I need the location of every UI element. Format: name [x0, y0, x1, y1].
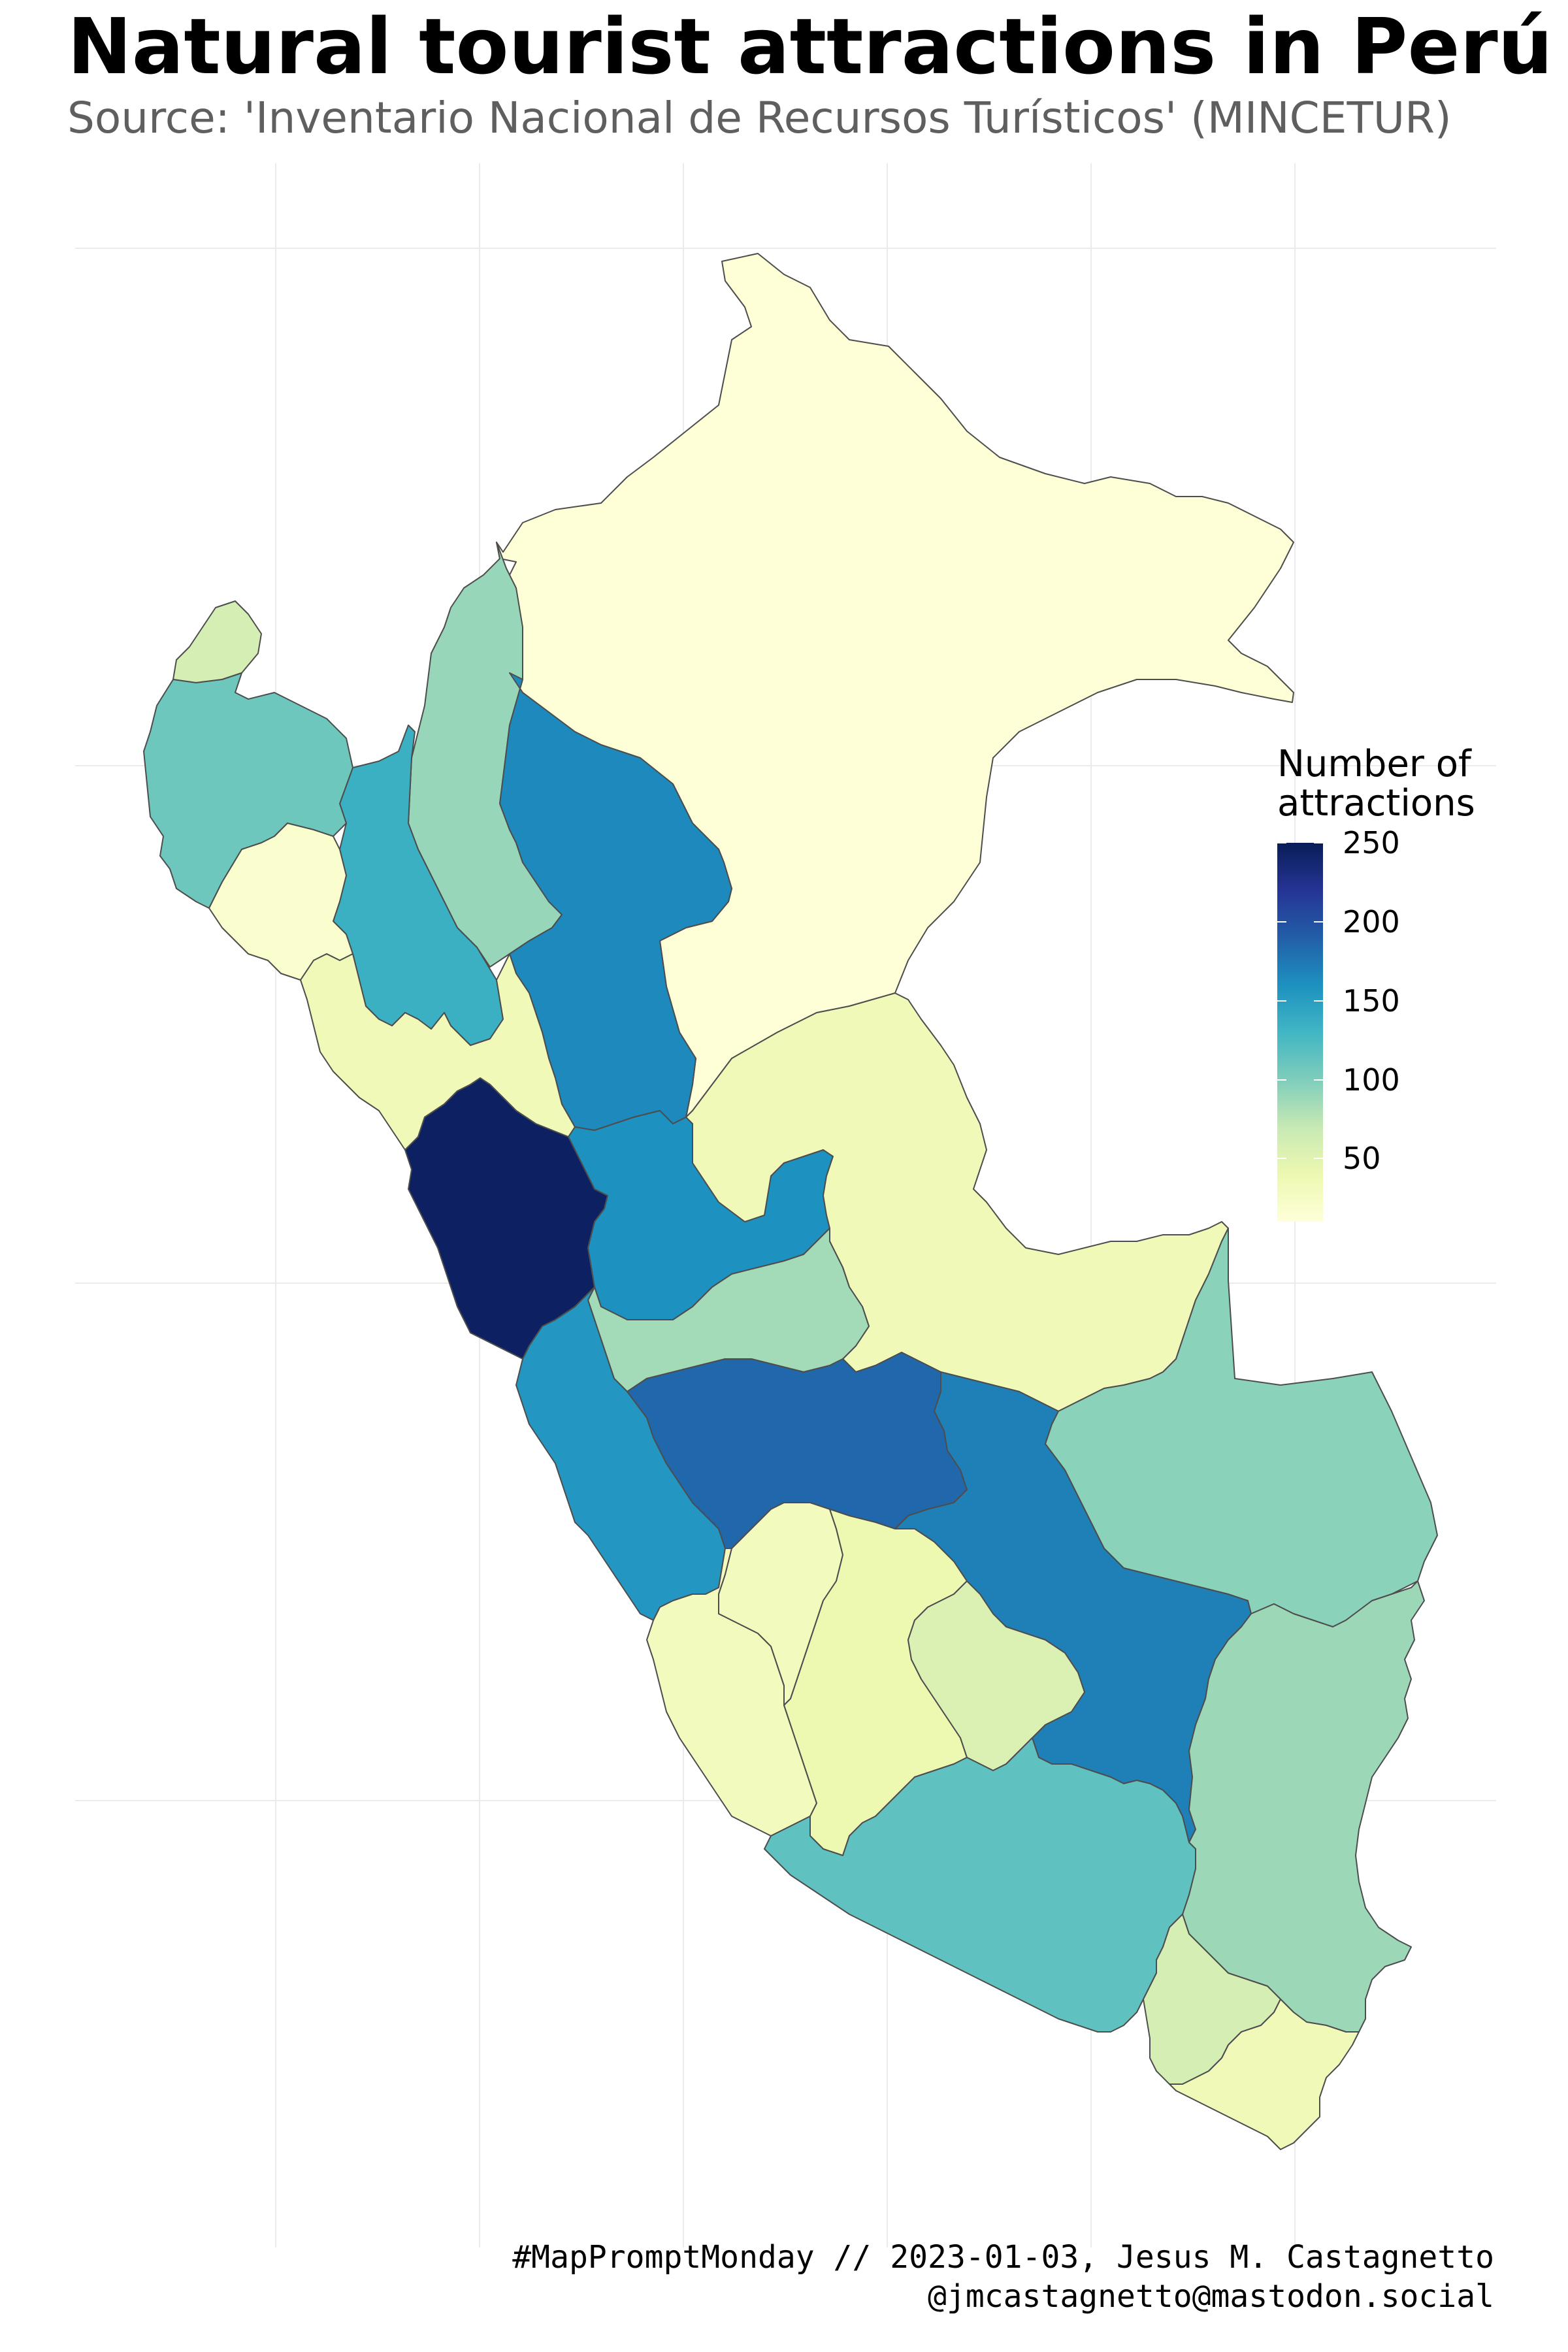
legend-tick-mark — [1314, 921, 1323, 923]
caption-line2: @jmcastagnetto@mastodon.social — [928, 2278, 1494, 2315]
regions — [143, 253, 1438, 2150]
map-title: Natural tourist attractions in Perú — [67, 1, 1553, 91]
legend-tick-mark — [1314, 1000, 1323, 1002]
legend-tick-mark — [1314, 1079, 1323, 1081]
legend-title-line2: attractions — [1277, 782, 1475, 825]
region-lambayeque[interactable] — [208, 823, 353, 981]
legend-tick-mark — [1277, 1000, 1286, 1002]
legend-tick-label: 200 — [1343, 904, 1400, 939]
legend-colorbar — [1277, 843, 1323, 1222]
region-tumbes[interactable] — [172, 600, 262, 683]
region-madre-de-dios[interactable] — [1045, 1228, 1438, 1627]
legend-tick-label: 150 — [1343, 983, 1400, 1019]
legend-tick-label: 250 — [1343, 825, 1400, 860]
caption-line1: #MapPromptMonday // 2023-01-03, Jesus M.… — [512, 2239, 1494, 2276]
region-arequipa[interactable] — [764, 1737, 1196, 2033]
legend-title: Number of attractions — [1277, 745, 1512, 823]
caption: #MapPromptMonday // 2023-01-03, Jesus M.… — [512, 2238, 1494, 2316]
legend-tick-mark — [1277, 1158, 1286, 1160]
legend-tick-mark — [1277, 842, 1286, 843]
legend: Number of attractions 250 200 150 100 50 — [1277, 745, 1512, 1222]
legend-tick-mark — [1314, 1158, 1323, 1160]
map-subtitle: Source: 'Inventario Nacional de Recursos… — [67, 93, 1452, 143]
legend-tick-mark — [1277, 1079, 1286, 1081]
legend-tick-label: 50 — [1343, 1141, 1381, 1177]
legend-tick-mark — [1314, 842, 1323, 843]
region-tacna[interactable] — [1169, 1999, 1360, 2150]
region-puno[interactable] — [1182, 1580, 1425, 2033]
legend-tick-mark — [1277, 921, 1286, 923]
legend-tick-label: 100 — [1343, 1062, 1400, 1098]
legend-title-line1: Number of — [1277, 743, 1471, 785]
